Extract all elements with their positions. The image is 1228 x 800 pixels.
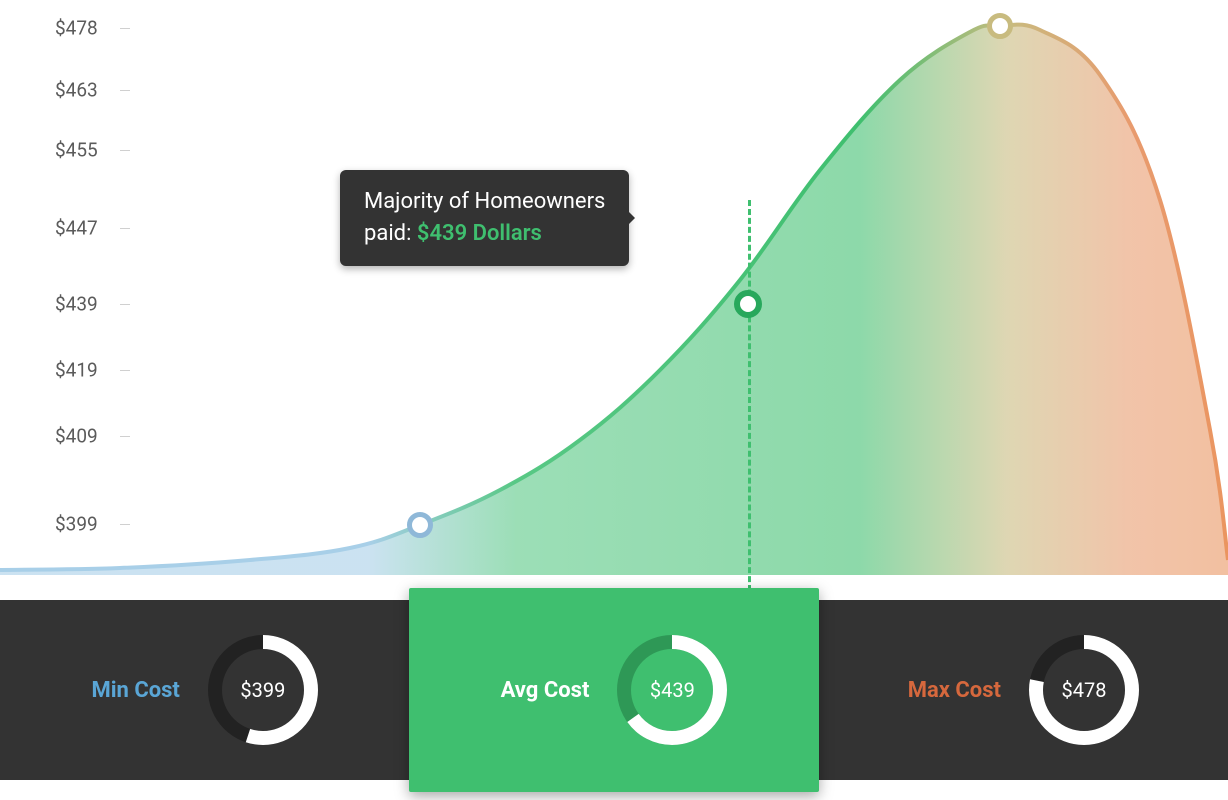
area-plot bbox=[0, 0, 1228, 600]
min-cost-card: Min Cost $399 bbox=[0, 600, 409, 780]
max-cost-value: $478 bbox=[1061, 678, 1106, 702]
avg-cost-label: Avg Cost bbox=[501, 678, 590, 703]
avg-indicator-line bbox=[748, 200, 751, 600]
tooltip-line1: Majority of Homeowners bbox=[364, 186, 605, 218]
avg-cost-value: $439 bbox=[650, 678, 695, 702]
avg-cost-card: Avg Cost $439 bbox=[409, 588, 818, 792]
avg-cost-donut: $439 bbox=[617, 635, 727, 745]
max-marker bbox=[987, 13, 1013, 39]
chart-area-fill bbox=[0, 25, 1228, 575]
summary-cards: Min Cost $399 Avg Cost $439 Max Cost $47… bbox=[0, 600, 1228, 780]
tooltip-highlight: $439 Dollars bbox=[417, 221, 542, 246]
max-cost-label: Max Cost bbox=[908, 678, 1001, 703]
max-cost-card: Max Cost $478 bbox=[819, 600, 1228, 780]
tooltip-line2: paid: $439 Dollars bbox=[364, 218, 605, 250]
min-cost-value: $399 bbox=[240, 678, 285, 702]
min-marker bbox=[407, 512, 433, 538]
tooltip-prefix: paid: bbox=[364, 221, 417, 246]
min-cost-label: Min Cost bbox=[91, 678, 179, 703]
min-cost-donut: $399 bbox=[208, 635, 318, 745]
tooltip: Majority of Homeowners paid: $439 Dollar… bbox=[340, 170, 629, 266]
max-cost-donut: $478 bbox=[1029, 635, 1139, 745]
cost-chart: $478$463$455$447$439$419$409$399 Majorit… bbox=[0, 0, 1228, 600]
avg-marker bbox=[734, 290, 762, 318]
